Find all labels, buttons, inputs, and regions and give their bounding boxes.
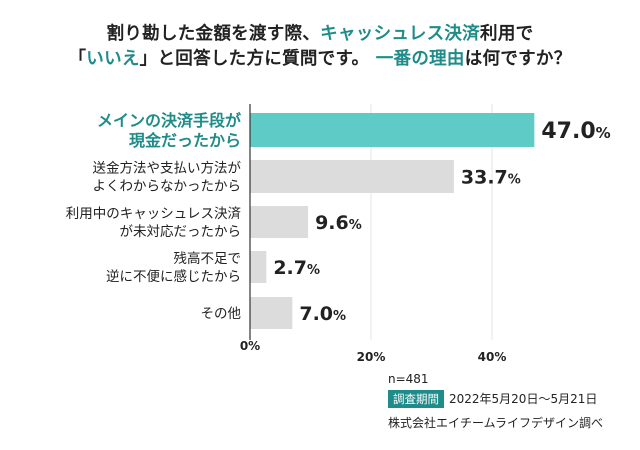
category-label: 現金だったから — [129, 131, 241, 150]
category-label: 逆に不便に感じたから — [106, 268, 241, 285]
category-label: が未対応だったから — [120, 224, 242, 240]
survey-period-value: 2022年5月20日～5月21日 — [449, 392, 598, 406]
bar — [250, 206, 309, 238]
category-label: 送金方法や支払い方法が — [93, 161, 242, 177]
bar — [250, 297, 293, 329]
value-label: 33.7% — [461, 167, 521, 189]
survey-period: 調査期間 2022年5月20日～5月21日 — [388, 390, 597, 408]
title-segment: 」と回答した方に質問です。 — [139, 49, 376, 69]
bar — [250, 251, 267, 283]
title-segment: いいえ — [86, 49, 140, 69]
title-segment: は何ですか？ — [464, 49, 572, 69]
title-segment: 利用で — [480, 24, 534, 44]
category-label: よくわからなかったから — [93, 179, 242, 195]
title-segment: 割り勘した金額を渡す際、 — [106, 24, 321, 44]
survey-period-badge: 調査期間 — [388, 390, 444, 408]
value-label: 9.6% — [315, 212, 362, 234]
title-segment: 「 — [68, 49, 87, 69]
bar — [250, 113, 535, 147]
title-line-1: 割り勘した金額を渡す際、キャッシュレス決済利用で — [0, 20, 640, 45]
sample-size: n=481 — [388, 372, 429, 386]
bar — [250, 160, 454, 193]
title-segment: 一番の理由 — [375, 49, 465, 69]
category-label: その他 — [201, 306, 242, 322]
category-label: メインの決済手段が — [97, 111, 241, 130]
value-label: 47.0% — [541, 119, 610, 144]
source-text: 株式会社エイチームライフデザイン調べ — [388, 416, 604, 430]
x-tick-label: 0% — [240, 339, 260, 353]
category-label: 利用中のキャッシュレス決済 — [66, 206, 242, 222]
x-tick-label: 40% — [478, 350, 507, 364]
title-line-2: 「いいえ」と回答した方に質問です。 一番の理由は何ですか？ — [0, 45, 640, 70]
category-label: 残高不足で — [174, 250, 242, 267]
title-segment: キャッシュレス決済 — [320, 24, 481, 44]
x-tick-label: 20% — [357, 350, 386, 364]
value-label: 2.7% — [273, 257, 320, 279]
value-label: 7.0% — [299, 303, 346, 325]
